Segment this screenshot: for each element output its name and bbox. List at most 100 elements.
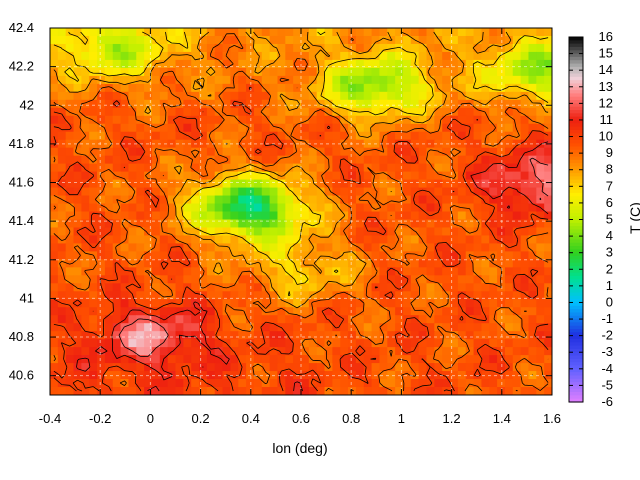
heatmap-cell (528, 59, 537, 69)
heatmap-cell (473, 195, 482, 205)
heatmap-cell (520, 347, 530, 356)
heatmap-cell (144, 67, 153, 77)
heatmap-cell (402, 363, 412, 372)
heatmap-cell (136, 331, 145, 340)
heatmap-cell (183, 387, 192, 395)
heatmap-cell (253, 51, 263, 61)
heatmap-cell (450, 283, 459, 292)
heatmap-cell (450, 163, 459, 173)
heatmap-cell (489, 211, 498, 221)
heatmap-cell (450, 51, 459, 61)
heatmap-cell (489, 163, 498, 173)
heatmap-cell (410, 379, 420, 388)
heatmap-cell (112, 147, 122, 157)
heatmap-cell (324, 123, 333, 133)
heatmap-cell (128, 251, 137, 260)
heatmap-cell (544, 115, 552, 125)
heatmap-cell (206, 267, 216, 276)
heatmap-cell (332, 211, 341, 221)
heatmap-cell (379, 251, 388, 260)
heatmap-cell (230, 371, 239, 380)
heatmap-cell (136, 235, 145, 245)
heatmap-cell (504, 67, 514, 77)
heatmap-cell (151, 323, 161, 332)
heatmap-cell (371, 363, 381, 372)
heatmap-cell (363, 123, 373, 133)
heatmap-cell (465, 28, 475, 37)
heatmap-cell (489, 28, 498, 37)
heatmap-cell (57, 203, 67, 213)
heatmap-cell (450, 363, 459, 372)
heatmap-cell (50, 99, 59, 109)
heatmap-cell (159, 43, 169, 53)
heatmap-cell (120, 387, 130, 395)
heatmap-cell (65, 235, 75, 245)
heatmap-cell (348, 195, 357, 205)
heatmap-cell (293, 379, 302, 388)
colorbar-tick-label: 13 (599, 79, 613, 94)
heatmap-cell (97, 179, 106, 189)
heatmap-cell (214, 43, 224, 53)
heatmap-cell (465, 235, 475, 245)
heatmap-cell (348, 67, 357, 77)
heatmap-cell (340, 355, 349, 364)
heatmap-cell (97, 28, 106, 37)
heatmap-cell (473, 35, 482, 45)
heatmap-cell (520, 155, 530, 165)
heatmap-cell (387, 371, 396, 380)
heatmap-cell (81, 195, 90, 205)
heatmap-cell (355, 259, 365, 268)
heatmap-cell (199, 115, 208, 125)
heatmap-cell (238, 387, 247, 395)
heatmap-cell (410, 155, 420, 165)
heatmap-cell (457, 227, 467, 237)
heatmap-cell (379, 155, 388, 165)
heatmap-cell (512, 163, 522, 173)
heatmap-cell (434, 363, 443, 372)
heatmap-cell (434, 235, 443, 245)
colorbar-cell (569, 236, 583, 241)
heatmap-cell (57, 251, 67, 260)
heatmap-cell (512, 259, 522, 268)
heatmap-cell (426, 51, 435, 61)
heatmap-cell (104, 323, 114, 332)
heatmap-cell (175, 35, 184, 45)
heatmap-cell (418, 267, 428, 276)
heatmap-cell (379, 83, 388, 93)
colorbar-cell (569, 90, 583, 95)
heatmap-cell (120, 123, 130, 133)
heatmap-cell (395, 235, 404, 245)
heatmap-cell (199, 267, 208, 276)
heatmap-cell (308, 387, 318, 395)
heatmap-cell (97, 307, 106, 316)
heatmap-cell (191, 59, 200, 69)
heatmap-cell (442, 35, 451, 45)
heatmap-cell (536, 235, 545, 245)
heatmap-cell (363, 243, 373, 252)
heatmap-cell (348, 331, 357, 340)
heatmap-cell (528, 339, 537, 348)
heatmap-cell (159, 195, 169, 205)
heatmap-cell (238, 227, 247, 237)
heatmap-cell (544, 147, 552, 157)
heatmap-cell (379, 171, 388, 181)
heatmap-cell (426, 339, 435, 348)
heatmap-cell (465, 331, 475, 340)
heatmap-cell (293, 275, 302, 284)
heatmap-cell (144, 387, 153, 395)
heatmap-cell (120, 299, 130, 308)
heatmap-cell (238, 187, 247, 197)
heatmap-cell (293, 91, 302, 101)
heatmap-cell (97, 131, 106, 141)
heatmap-cell (159, 251, 169, 260)
heatmap-cell (457, 259, 467, 268)
heatmap-cell (238, 83, 247, 93)
heatmap-cell (442, 59, 451, 69)
heatmap-cell (128, 179, 137, 189)
heatmap-cell (112, 75, 122, 85)
heatmap-cell (73, 251, 82, 260)
heatmap-cell (520, 179, 530, 189)
heatmap-cell (308, 187, 318, 197)
heatmap-cell (402, 339, 412, 348)
heatmap-cell (81, 211, 90, 221)
